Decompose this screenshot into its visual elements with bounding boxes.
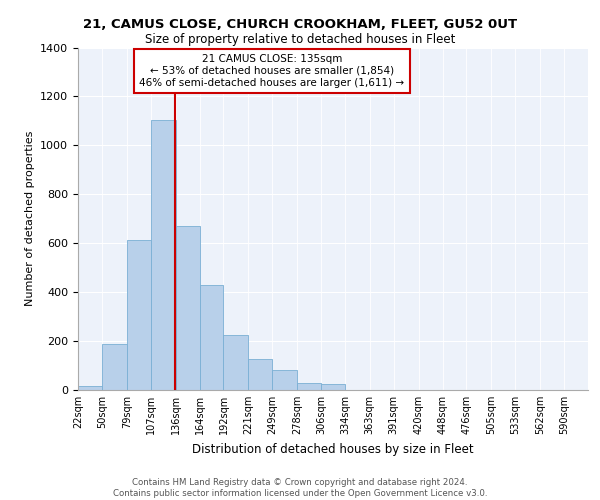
Bar [200,285,223,390]
X-axis label: Distribution of detached houses by size in Fleet: Distribution of detached houses by size … [192,442,474,456]
Bar [102,344,127,390]
Bar [127,240,151,390]
Bar [151,120,176,390]
Text: 21 CAMUS CLOSE: 135sqm
← 53% of detached houses are smaller (1,854)
46% of semi-: 21 CAMUS CLOSE: 135sqm ← 53% of detached… [139,54,404,88]
Bar [78,386,102,390]
Bar [223,335,248,390]
Bar [297,382,321,390]
Bar [248,360,272,390]
Bar [176,226,200,390]
Bar [272,370,297,390]
Y-axis label: Number of detached properties: Number of detached properties [25,131,35,306]
Text: 21, CAMUS CLOSE, CHURCH CROOKHAM, FLEET, GU52 0UT: 21, CAMUS CLOSE, CHURCH CROOKHAM, FLEET,… [83,18,517,30]
Text: Size of property relative to detached houses in Fleet: Size of property relative to detached ho… [145,32,455,46]
Bar [321,384,345,390]
Text: Contains HM Land Registry data © Crown copyright and database right 2024.
Contai: Contains HM Land Registry data © Crown c… [113,478,487,498]
